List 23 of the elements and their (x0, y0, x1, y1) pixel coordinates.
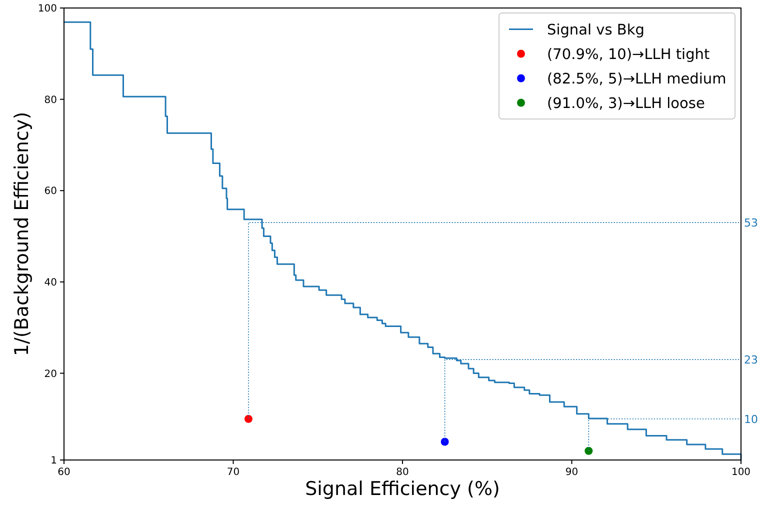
y-tick-label: 20 (44, 368, 57, 380)
x-tick-label: 100 (731, 467, 751, 478)
point (440, 438, 449, 446)
legend-label: (70.9%, 10)→LLH tight (547, 46, 710, 63)
x-axis-title: Signal Efficiency (%) (305, 478, 500, 500)
point (244, 414, 252, 423)
x-tick-label: 90 (565, 467, 578, 478)
legend-label: (91.0%, 3)→LLH loose (547, 96, 705, 112)
x-tick-label: 60 (58, 467, 70, 478)
y-tick-label: 40 (44, 277, 57, 288)
y-axis-title: 1/(Background Efficiency) (11, 112, 33, 356)
y-tick-label: 1 (50, 456, 57, 466)
legend-label: (82.5%, 5)→LLH medium (547, 71, 726, 88)
x-tick-label: 70 (226, 467, 240, 478)
y-tick-label: 80 (44, 94, 57, 106)
x-tick-label: 80 (396, 467, 409, 478)
data-label: 53 (744, 216, 758, 230)
data-label: 10 (744, 412, 758, 426)
data-label: 23 (744, 354, 758, 367)
legend-label: Signal vs Bkg (547, 22, 644, 38)
y-tick-label: 60 (44, 186, 57, 198)
point (584, 446, 593, 455)
y-tick-label: 100 (38, 4, 57, 14)
